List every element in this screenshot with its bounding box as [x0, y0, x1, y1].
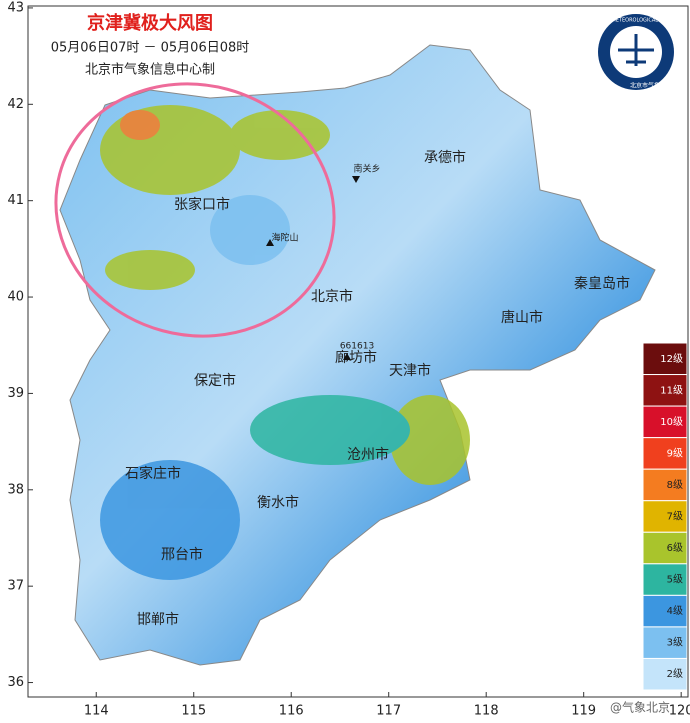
city-label: 衡水市 — [257, 494, 299, 511]
city-label: 唐山市 — [501, 309, 543, 326]
city-label: 北京市 — [311, 288, 353, 305]
legend-label: 12级 — [660, 353, 683, 365]
legend-swatch — [642, 500, 688, 533]
stations: 南关乡 海陀山 661613 — [266, 163, 381, 360]
y-tick-label: 38 — [7, 482, 24, 497]
y-tick-label: 40 — [7, 290, 24, 305]
city-label: 邯郸市 — [137, 611, 179, 628]
y-tick-label: 36 — [7, 675, 24, 690]
legend-swatch — [642, 437, 688, 470]
legend-swatch — [642, 657, 688, 691]
station-label: 661613 — [340, 342, 374, 352]
x-tick-label: 120 — [669, 704, 690, 719]
x-tick-label: 114 — [84, 704, 109, 719]
legend-label: 4级 — [667, 605, 683, 617]
producer: 北京市气象信息中心制 — [85, 62, 215, 78]
y-tick-label: 43 — [7, 0, 24, 15]
legend-swatch — [642, 531, 688, 565]
cities: 承德市 张家口市 北京市 秦皇岛市 唐山市 廊坊市 天津市 保定市 沧州市 石家… — [125, 149, 630, 628]
legend-label: 2级 — [667, 668, 683, 680]
legend-label: 9级 — [667, 447, 683, 459]
header: 京津冀极大风图 05月06日07时 － 05月06日08时 北京市气象信息中心制 — [51, 12, 250, 78]
legend-label: 10级 — [660, 416, 683, 428]
y-tick-label: 37 — [7, 579, 24, 594]
legend-swatch — [642, 342, 688, 376]
city-label: 天津市 — [389, 362, 431, 379]
wind-zones — [100, 105, 470, 580]
legend-swatch — [642, 626, 688, 659]
station-label: 南关乡 — [353, 163, 380, 175]
legend-label: 5级 — [667, 574, 683, 586]
legend-label: 8级 — [667, 479, 683, 491]
legend-label: 3级 — [667, 637, 683, 649]
title: 京津冀极大风图 — [87, 12, 213, 34]
x-tick-label: 118 — [474, 704, 499, 719]
y-tick-label: 39 — [7, 386, 24, 401]
legend-label: 7级 — [667, 511, 683, 523]
x-tick-label: 116 — [279, 704, 304, 719]
legend-swatch — [642, 594, 688, 628]
city-label: 秦皇岛市 — [574, 275, 630, 292]
logo-ring: BEIJING METEOROLOGICAL SERVICE — [591, 18, 681, 24]
watermark: @气象北京 — [610, 700, 670, 715]
y-tick-label: 42 — [7, 97, 24, 112]
city-label: 保定市 — [194, 372, 236, 389]
city-label: 石家庄市 — [125, 465, 181, 482]
logo-text: 北京市气象局 — [630, 82, 666, 90]
city-label: 廊坊市 — [335, 349, 377, 366]
legend-swatch — [642, 374, 688, 407]
subtitle: 05月06日07时 － 05月06日08时 — [51, 41, 250, 56]
station-label: 海陀山 — [271, 232, 298, 244]
y-tick-label: 41 — [7, 193, 24, 208]
legend-swatch — [642, 468, 688, 502]
x-tick-label: 115 — [181, 704, 206, 719]
legend-label: 11级 — [660, 384, 683, 396]
highlight-outline — [54, 82, 336, 338]
legend-label: 6级 — [667, 542, 683, 554]
x-tick-label: 117 — [376, 704, 401, 719]
x-tick-label: 119 — [571, 704, 596, 719]
logo: BEIJING METEOROLOGICAL SERVICE 北京市气象局 — [591, 14, 681, 90]
city-label: 沧州市 — [347, 446, 389, 463]
city-label: 邢台市 — [161, 546, 203, 563]
city-label: 承德市 — [424, 149, 466, 166]
city-label: 张家口市 — [174, 196, 230, 213]
legend-swatch — [642, 405, 688, 439]
